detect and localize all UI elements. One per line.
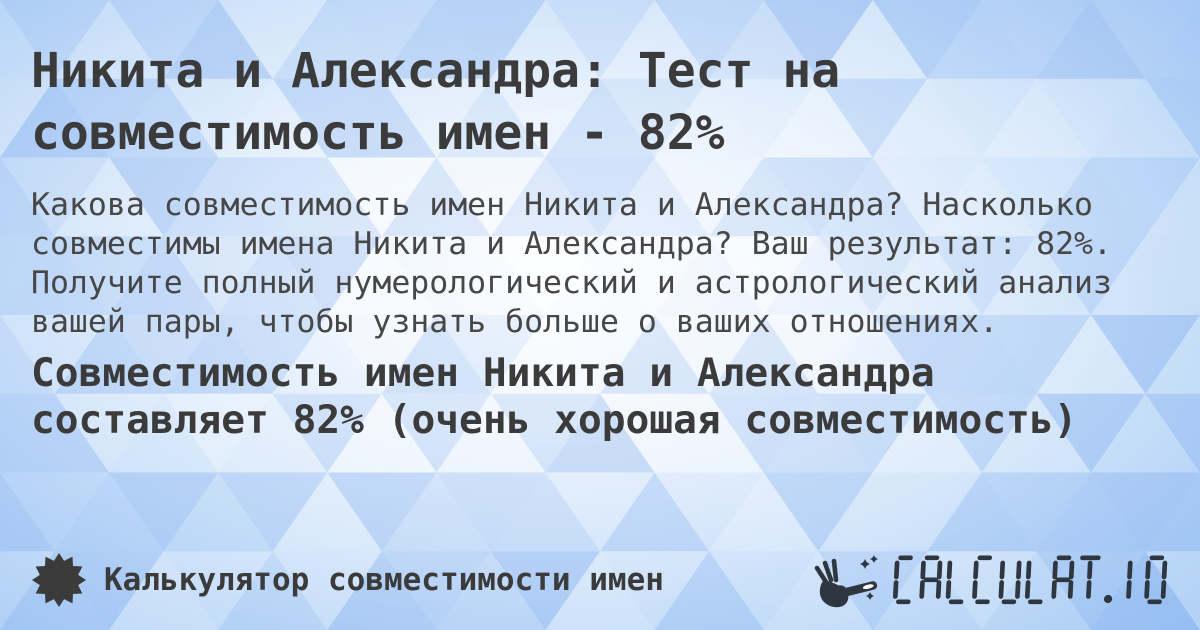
footer-label: Калькулятор совместимости имен — [104, 562, 664, 598]
footer-left: Калькулятор совместимости имен — [31, 552, 664, 608]
logo-text — [892, 555, 1167, 604]
main-content: Никита и Александра: Тест на совместимос… — [31, 40, 1169, 444]
starburst-icon — [31, 552, 87, 608]
magic-wand-hand-icon — [812, 547, 884, 613]
result-text: Совместимость имен Никита и Александра с… — [31, 350, 1078, 443]
footer-bar: Калькулятор совместимости имен — [31, 548, 1175, 612]
calculatio-logo — [812, 547, 1175, 613]
page-title: Никита и Александра: Тест на совместимос… — [31, 43, 841, 161]
description-text: Какова совместимость имен Никита и Алекс… — [31, 187, 1112, 340]
